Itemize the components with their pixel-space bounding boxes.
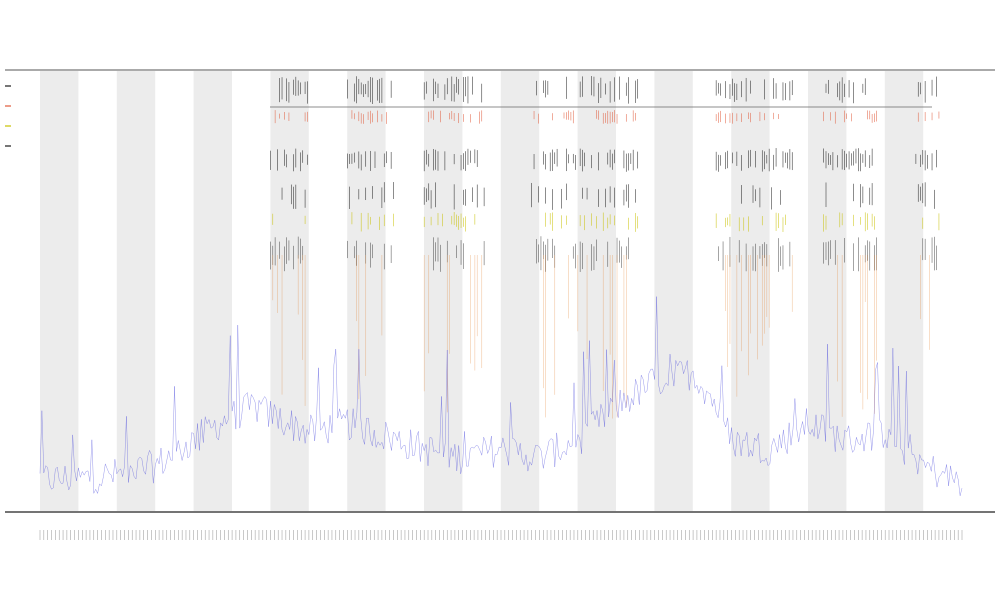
shaded-band	[731, 71, 770, 511]
event-spikes	[270, 76, 940, 419]
x-tick-labels	[39, 530, 963, 540]
shaded-band	[193, 71, 232, 511]
shaded-band	[424, 71, 463, 511]
shaded-bands	[40, 71, 924, 511]
shaded-band	[577, 71, 616, 511]
shaded-band	[116, 71, 156, 511]
shaded-band	[884, 71, 924, 511]
shaded-band	[808, 71, 847, 511]
signal-series	[39, 296, 963, 496]
shaded-band	[40, 71, 79, 511]
shaded-band	[347, 71, 386, 511]
legend	[5, 85, 11, 147]
shaded-band	[500, 71, 540, 511]
signal-line	[39, 296, 963, 496]
shaded-band	[270, 71, 309, 511]
shaded-band	[654, 71, 693, 511]
